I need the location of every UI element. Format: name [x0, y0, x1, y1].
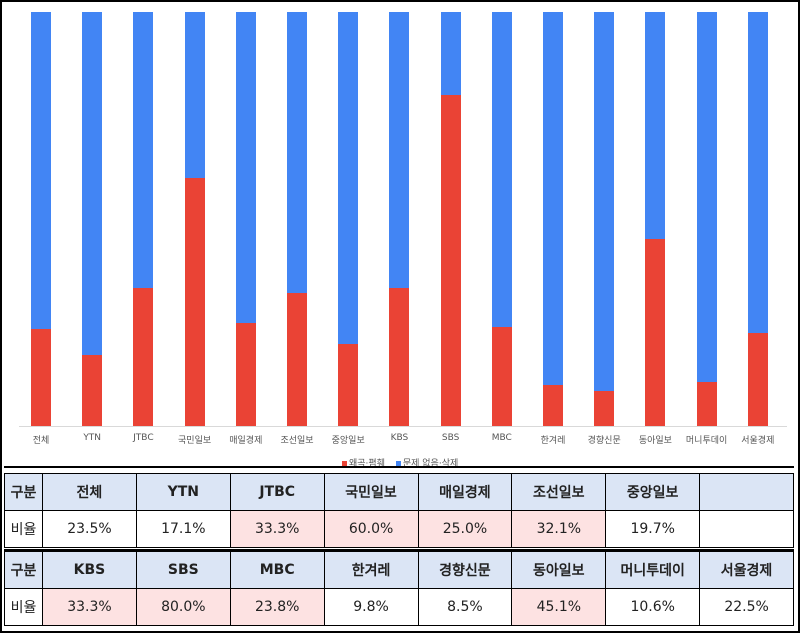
- x-tick-label: MBC: [491, 433, 512, 443]
- row-label-category: 구분: [4, 473, 43, 511]
- bar-segment-distortion: [287, 293, 307, 426]
- ratio-table-2: 구분 KBS SBS MBC 한겨레 경향신문 동아일보 머니투데이 서울경제 …: [4, 551, 794, 626]
- bar-3: [184, 12, 205, 426]
- header-cell: 동아일보: [511, 551, 607, 589]
- legend-item-no-problem: 문제 없음·삭제: [395, 459, 459, 469]
- x-tick-label: YTN: [83, 433, 102, 443]
- x-tick-label: 서울경제: [741, 436, 775, 446]
- header-cell: KBS: [42, 551, 137, 589]
- value-cell: 33.3%: [42, 588, 137, 626]
- bar-9: [491, 12, 512, 426]
- stacked-bar-chart: 왜곡·폄훼 문제 없음·삭제 전체 YTN JTBC 국민일보 매일경제 조선일보 중앙일보…: [4, 4, 794, 469]
- value-cell: 23.8%: [229, 588, 325, 626]
- header-cell: 서울경제: [699, 551, 794, 589]
- bar-segment-distortion: [235, 322, 256, 426]
- bar-segment-distortion: [389, 288, 410, 426]
- header-cell: 중앙일보: [605, 473, 701, 511]
- bar-segment-distortion: [440, 94, 461, 426]
- value-cell: [699, 510, 794, 548]
- header-cell: 전체: [42, 473, 137, 511]
- x-tick-label: 경향신문: [587, 436, 621, 446]
- bar-2: [133, 12, 154, 426]
- legend-label: 왜곡·폄훼: [349, 459, 385, 469]
- bar-segment-distortion: [31, 328, 51, 426]
- table-header-row: 구분 전체 YTN JTBC 국민일보 매일경제 조선일보 중앙일보: [4, 473, 794, 511]
- value-cell: 80.0%: [135, 588, 231, 626]
- chart-legend: 왜곡·폄훼 문제 없음·삭제: [342, 456, 466, 469]
- table-value-row: 비율 33.3% 80.0% 23.8% 9.8% 8.5% 45.1% 10.…: [4, 588, 794, 626]
- bar-segment-distortion: [645, 239, 666, 426]
- header-cell: 경향신문: [417, 551, 513, 589]
- bar-7: [389, 12, 410, 426]
- bar-segment-distortion: [491, 327, 512, 426]
- value-cell: 22.5%: [699, 588, 794, 626]
- bar-5: [287, 12, 307, 426]
- bar-8: [440, 12, 461, 426]
- bar-12: [645, 12, 666, 426]
- header-cell: 한겨레: [323, 551, 419, 589]
- header-cell: JTBC: [229, 473, 325, 511]
- bar-segment-distortion: [184, 177, 205, 426]
- bar-segment-distortion: [543, 385, 563, 426]
- value-cell: 45.1%: [511, 588, 607, 626]
- table-divider: [4, 549, 794, 551]
- header-cell: 국민일보: [323, 473, 419, 511]
- header-cell: 조선일보: [511, 473, 607, 511]
- x-tick-label: 조선일보: [280, 436, 314, 446]
- value-cell: 17.1%: [135, 510, 231, 548]
- bar-segment-distortion: [747, 332, 768, 426]
- bar-14: [747, 12, 768, 426]
- ratio-table-1: 구분 전체 YTN JTBC 국민일보 매일경제 조선일보 중앙일보 비율 23…: [4, 473, 794, 548]
- x-tick-label: 전체: [32, 436, 50, 446]
- value-cell: 32.1%: [511, 510, 607, 548]
- x-tick-label: 매일경제: [229, 436, 263, 446]
- header-cell: 매일경제: [417, 473, 513, 511]
- value-cell: 8.5%: [417, 588, 513, 626]
- x-tick-label: 동아일보: [638, 436, 672, 446]
- header-cell: [699, 473, 794, 511]
- x-tick-label: 한겨레: [540, 436, 566, 446]
- x-axis-line: [19, 426, 787, 427]
- bar-segment-distortion: [338, 344, 359, 426]
- bar-segment-distortion: [594, 390, 615, 426]
- bar-1: [82, 12, 103, 426]
- bar-segment-distortion: [82, 355, 103, 426]
- row-label-category: 구분: [4, 551, 43, 589]
- bar-6: [338, 12, 359, 426]
- value-cell: 60.0%: [323, 510, 419, 548]
- bar-11: [594, 12, 615, 426]
- header-cell: 머니투데이: [605, 551, 701, 589]
- bar-10: [543, 12, 563, 426]
- legend-swatch-blue: [395, 461, 401, 466]
- value-cell: 19.7%: [605, 510, 701, 548]
- value-cell: 23.5%: [42, 510, 137, 548]
- chart-table-divider: [4, 466, 794, 468]
- value-cell: 9.8%: [323, 588, 419, 626]
- header-cell: MBC: [229, 551, 325, 589]
- header-cell: SBS: [135, 551, 231, 589]
- x-tick-label: JTBC: [133, 433, 154, 443]
- x-tick-label: KBS: [390, 433, 409, 443]
- table-value-row: 비율 23.5% 17.1% 33.3% 60.0% 25.0% 32.1% 1…: [4, 510, 794, 548]
- value-cell: 25.0%: [417, 510, 513, 548]
- legend-swatch-red: [342, 461, 347, 466]
- table-header-row: 구분 KBS SBS MBC 한겨레 경향신문 동아일보 머니투데이 서울경제: [4, 551, 794, 589]
- header-cell: YTN: [135, 473, 231, 511]
- x-tick-label: 국민일보: [178, 436, 212, 446]
- bar-4: [235, 12, 256, 426]
- x-tick-label: 중앙일보: [331, 436, 365, 446]
- legend-label: 문제 없음·삭제: [402, 459, 459, 469]
- x-tick-label: 머니투데이: [685, 436, 728, 446]
- bar-13: [696, 12, 717, 426]
- value-cell: 33.3%: [229, 510, 325, 548]
- value-cell: 10.6%: [605, 588, 701, 626]
- bar-segment-distortion: [133, 288, 154, 426]
- x-tick-label: SBS: [441, 433, 460, 443]
- row-label-ratio: 비율: [4, 588, 43, 626]
- bar-segment-distortion: [696, 382, 717, 426]
- bar-0: [31, 12, 51, 426]
- row-label-ratio: 비율: [4, 510, 43, 548]
- legend-item-distortion: 왜곡·폄훼: [342, 459, 385, 469]
